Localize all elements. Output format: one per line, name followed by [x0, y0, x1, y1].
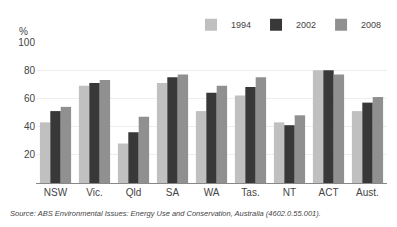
- svg-text:60: 60: [24, 93, 36, 104]
- svg-text:WA: WA: [204, 187, 220, 198]
- svg-text:NSW: NSW: [44, 187, 68, 198]
- svg-text:NT: NT: [283, 187, 296, 198]
- svg-text:40: 40: [24, 121, 36, 132]
- svg-text:100: 100: [18, 37, 35, 48]
- svg-text:Vic.: Vic.: [86, 187, 103, 198]
- svg-text:2008: 2008: [361, 20, 381, 30]
- svg-text:80: 80: [24, 65, 36, 76]
- svg-text:2002: 2002: [296, 20, 316, 30]
- svg-text:1994: 1994: [231, 20, 251, 30]
- svg-text:Aust.: Aust.: [356, 187, 379, 198]
- svg-text:Tas.: Tas.: [241, 187, 259, 198]
- svg-text:%: %: [19, 26, 28, 37]
- svg-text:SA: SA: [166, 187, 180, 198]
- svg-text:Source: ABS Environmental Issu: Source: ABS Environmental Issues: Energy…: [10, 209, 321, 218]
- svg-text:ACT: ACT: [319, 187, 339, 198]
- svg-text:20: 20: [24, 149, 36, 160]
- svg-text:Qld: Qld: [126, 187, 142, 198]
